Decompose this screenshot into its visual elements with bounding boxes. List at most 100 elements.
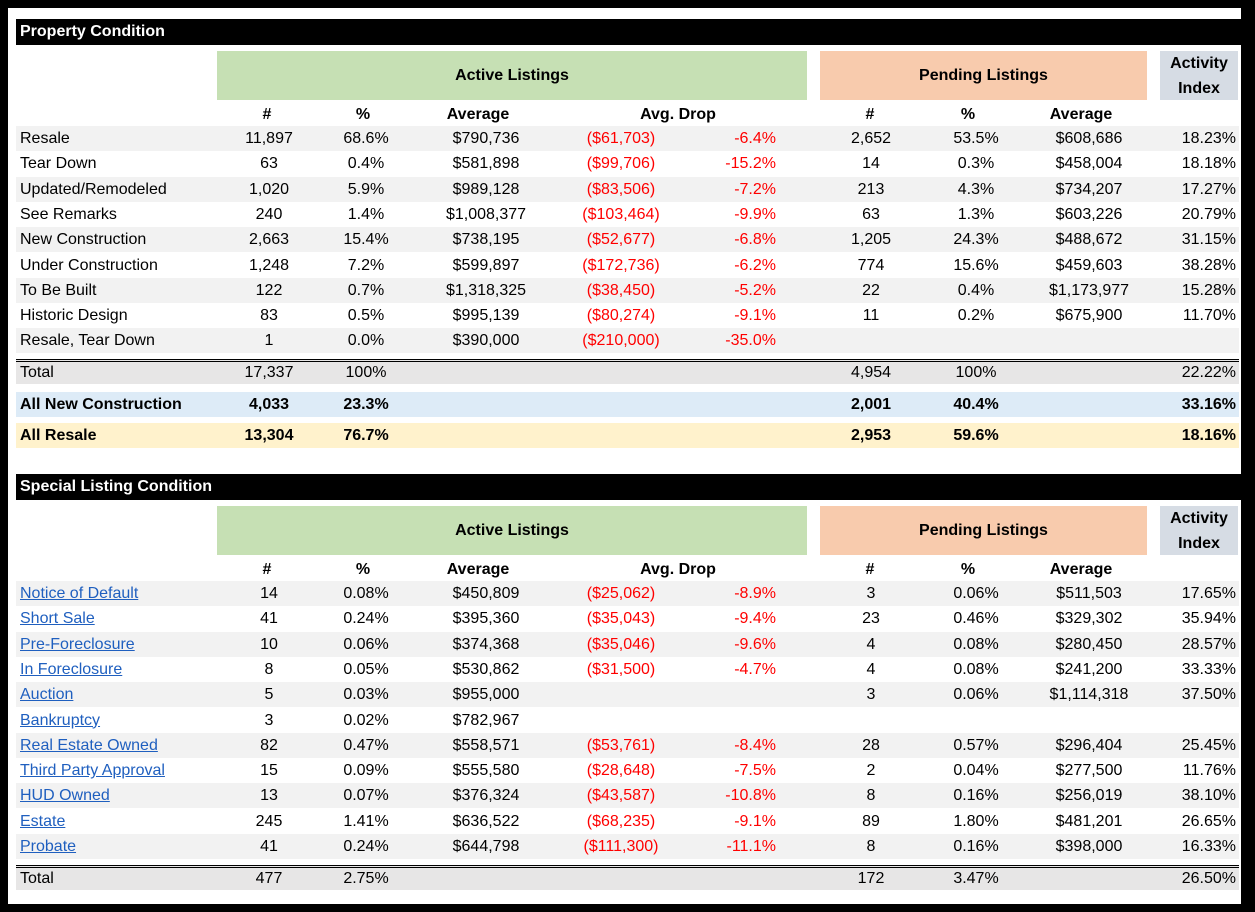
cell-p-avg: $675,900 bbox=[1055, 307, 1123, 325]
cell-p-pct: 100% bbox=[955, 364, 997, 381]
cell-p-pct: 0.3% bbox=[957, 155, 995, 173]
cell-p-num: 14 bbox=[862, 155, 880, 173]
cell-num: 3 bbox=[264, 711, 274, 729]
cell-label[interactable]: Probate bbox=[20, 838, 77, 855]
cell-drop-pct: -9.9% bbox=[734, 205, 776, 223]
cell-avg: $1,008,377 bbox=[445, 205, 527, 223]
cell-avg: $599,897 bbox=[452, 256, 520, 274]
cell-ai: 20.79% bbox=[1181, 205, 1236, 223]
cell-p-pct: 0.08% bbox=[953, 635, 999, 653]
cell-label[interactable]: Pre-Foreclosure bbox=[20, 635, 135, 653]
cell-avg: $644,798 bbox=[452, 838, 520, 855]
cell-p-pct: 53.5% bbox=[953, 130, 999, 147]
activity-index-label-1: Activity bbox=[1170, 54, 1228, 72]
cell-label: Resale bbox=[20, 130, 70, 147]
cell-drop: ($103,464) bbox=[582, 205, 660, 223]
cell-label: Tear Down bbox=[20, 155, 97, 173]
cell-pct: 1.41% bbox=[343, 812, 389, 830]
cell-pct: 5.9% bbox=[347, 180, 385, 198]
cell-label[interactable]: HUD Owned bbox=[20, 787, 110, 805]
cell-avg: $390,000 bbox=[452, 332, 520, 350]
cell-pct: 0.4% bbox=[347, 155, 385, 173]
cell-p-num: 63 bbox=[862, 205, 880, 223]
activity-index-header: Activity Index bbox=[1160, 51, 1238, 100]
cell-ai: 38.28% bbox=[1181, 256, 1236, 274]
cell-avg: $558,571 bbox=[452, 736, 520, 754]
cell-ai: 11.70% bbox=[1182, 307, 1236, 325]
table-row: Bankruptcy 3 0.02% $782,967 bbox=[16, 708, 1239, 733]
cell-label[interactable]: Notice of Default bbox=[20, 585, 139, 602]
cell-label[interactable]: In Foreclosure bbox=[20, 660, 123, 678]
cell-pct: 0.24% bbox=[343, 610, 389, 628]
cell-p-num: 2,953 bbox=[850, 427, 892, 444]
cell-drop-pct: -15.2% bbox=[725, 155, 776, 173]
cell-pct: 0.0% bbox=[347, 332, 385, 350]
cell-label[interactable]: Third Party Approval bbox=[20, 762, 165, 780]
cell-pct: 0.06% bbox=[343, 635, 389, 653]
cell-num: 11,897 bbox=[245, 130, 293, 147]
cell-p-num: 8 bbox=[866, 838, 876, 855]
cell-p-avg: $296,404 bbox=[1055, 736, 1123, 754]
cell-drop: ($38,450) bbox=[586, 281, 656, 299]
special-col-pending-num: # bbox=[865, 561, 875, 578]
cell-label[interactable]: Short Sale bbox=[20, 610, 95, 628]
cell-drop: ($35,046) bbox=[586, 635, 656, 653]
cell-drop-pct: -8.4% bbox=[734, 736, 776, 754]
cell-p-avg: $734,207 bbox=[1055, 180, 1123, 198]
cell-ai: 18.16% bbox=[1181, 427, 1236, 444]
cell-num: 41 bbox=[260, 838, 278, 855]
table-row: Resale 11,897 68.6% $790,736 ($61,703) -6.4% 2… bbox=[16, 126, 1239, 151]
cell-pct: 0.02% bbox=[343, 711, 389, 729]
col-pending-average: Average bbox=[1049, 106, 1113, 123]
cell-num: 2,663 bbox=[248, 231, 290, 249]
special-col-avg-drop: Avg. Drop bbox=[640, 561, 716, 578]
cell-pct: 0.5% bbox=[347, 307, 385, 325]
special-activity-index-label-2: Index bbox=[1178, 534, 1220, 552]
table-row: To Be Built 122 0.7% $1,318,325 ($38,450) -5.… bbox=[16, 277, 1239, 303]
cell-num: 122 bbox=[255, 281, 283, 299]
cell-pct: 7.2% bbox=[347, 256, 385, 274]
cell-p-pct: 3.47% bbox=[953, 870, 999, 887]
table-row: Third Party Approval 15 0.09% $555,580 ($28,… bbox=[16, 758, 1239, 783]
cell-num: 82 bbox=[260, 736, 278, 754]
cell-num: 14 bbox=[260, 585, 278, 602]
cell-p-pct: 0.16% bbox=[953, 838, 999, 855]
cell-label[interactable]: Real Estate Owned bbox=[20, 736, 158, 754]
property-column-headers: # % Average Avg. Drop # % Average bbox=[8, 103, 1241, 127]
cell-pct: 0.7% bbox=[347, 281, 385, 299]
special-col-num: # bbox=[262, 561, 272, 578]
col-avg-drop: Avg. Drop bbox=[640, 106, 716, 123]
pending-listings-header: Pending Listings bbox=[820, 51, 1147, 100]
special-column-headers: # % Average Avg. Drop # % Average bbox=[8, 558, 1241, 582]
cell-p-pct: 0.4% bbox=[957, 281, 995, 299]
cell-ai: 16.33% bbox=[1181, 838, 1236, 855]
cell-drop-pct: -11.1% bbox=[726, 838, 776, 855]
cell-p-avg: $256,019 bbox=[1055, 787, 1123, 805]
cell-drop-pct: -10.8% bbox=[725, 787, 776, 805]
special-active-listings-header: Active Listings bbox=[217, 506, 807, 555]
cell-avg: $530,862 bbox=[452, 660, 520, 678]
cell-p-num: 172 bbox=[857, 870, 885, 887]
cell-pct: 23.3% bbox=[343, 396, 389, 413]
col-pending-num: # bbox=[865, 106, 875, 123]
table-row: Historic Design 83 0.5% $995,139 ($80,274) -9… bbox=[16, 303, 1239, 328]
cell-pct: 0.08% bbox=[343, 585, 389, 602]
cell-p-avg: $280,450 bbox=[1055, 635, 1123, 653]
cell-pct: 100% bbox=[345, 364, 387, 381]
cell-label[interactable]: Estate bbox=[20, 812, 66, 830]
cell-drop-pct: -9.4% bbox=[734, 610, 776, 628]
cell-label[interactable]: Bankruptcy bbox=[20, 711, 101, 729]
cell-drop-pct: -6.2% bbox=[734, 256, 776, 274]
cell-label[interactable]: Auction bbox=[20, 686, 74, 704]
cell-p-pct: 40.4% bbox=[953, 396, 999, 413]
cell-drop-pct: -5.2% bbox=[734, 281, 776, 299]
cell-p-pct: 24.3% bbox=[953, 231, 999, 249]
cell-pct: 0.47% bbox=[343, 736, 389, 754]
cell-p-avg: $459,603 bbox=[1055, 256, 1123, 274]
cell-label: All Resale bbox=[20, 427, 97, 444]
cell-ai: 17.65% bbox=[1181, 585, 1236, 602]
cell-drop-pct: -4.7% bbox=[734, 660, 776, 678]
table-row: Real Estate Owned 82 0.47% $558,571 ($53,761… bbox=[16, 732, 1239, 758]
cell-avg: $581,898 bbox=[452, 155, 520, 173]
cell-avg: $450,809 bbox=[452, 585, 520, 602]
